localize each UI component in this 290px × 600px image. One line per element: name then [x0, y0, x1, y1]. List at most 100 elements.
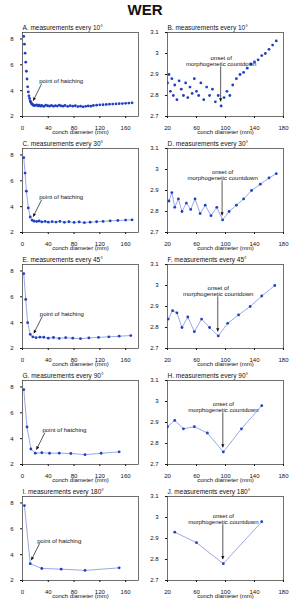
svg-text:6: 6: [10, 410, 14, 416]
svg-text:2.9: 2.9: [150, 419, 159, 425]
svg-text:E. measurements every 45°: E. measurements every 45°: [23, 256, 104, 264]
svg-text:3.1: 3.1: [150, 261, 159, 267]
svg-text:3.1: 3.1: [150, 377, 159, 383]
svg-text:3: 3: [155, 514, 159, 520]
svg-text:conch diameter (mm): conch diameter (mm): [197, 477, 254, 483]
svg-text:2.9: 2.9: [150, 535, 159, 541]
svg-text:2: 2: [10, 229, 14, 235]
svg-text:conch diameter (mm): conch diameter (mm): [52, 129, 109, 135]
svg-text:4: 4: [10, 320, 14, 326]
svg-text:3.1: 3.1: [150, 145, 159, 151]
svg-text:conch diameter (mm): conch diameter (mm): [52, 477, 109, 483]
svg-text:160: 160: [121, 125, 132, 131]
svg-text:A. measurements every 10°: A. measurements every 10°: [23, 24, 104, 32]
svg-text:onset ofmorphogenetic countdow: onset ofmorphogenetic countdown: [187, 169, 257, 181]
svg-text:8: 8: [10, 36, 14, 42]
svg-text:B. measurements every 10°: B. measurements every 10°: [168, 24, 249, 32]
svg-text:20: 20: [164, 357, 171, 363]
svg-text:point of hatching: point of hatching: [40, 311, 84, 317]
svg-text:2.7: 2.7: [150, 229, 159, 235]
svg-text:0: 0: [21, 125, 25, 131]
svg-text:160: 160: [121, 589, 132, 595]
svg-text:H. measurements every 90°: H. measurements every 90°: [168, 372, 249, 380]
svg-text:4: 4: [10, 552, 14, 558]
svg-text:2.8: 2.8: [150, 92, 159, 98]
svg-text:point of hatching: point of hatching: [37, 538, 81, 544]
svg-text:40: 40: [45, 241, 52, 247]
svg-text:0: 0: [21, 357, 25, 363]
svg-text:conch diameter (mm): conch diameter (mm): [197, 245, 254, 251]
svg-text:G. measurements every 90°: G. measurements every 90°: [23, 372, 104, 380]
svg-text:2.9: 2.9: [150, 303, 159, 309]
svg-text:160: 160: [121, 473, 132, 479]
svg-text:4: 4: [10, 88, 14, 94]
svg-text:180: 180: [278, 357, 289, 363]
svg-text:40: 40: [45, 357, 52, 363]
svg-text:20: 20: [164, 473, 171, 479]
svg-text:40: 40: [45, 589, 52, 595]
svg-text:2.8: 2.8: [150, 208, 159, 214]
svg-text:2.9: 2.9: [150, 187, 159, 193]
svg-text:4: 4: [10, 436, 14, 442]
svg-text:8: 8: [10, 268, 14, 274]
svg-text:20: 20: [164, 241, 171, 247]
svg-text:conch diameter (mm): conch diameter (mm): [52, 593, 109, 599]
svg-text:180: 180: [278, 589, 289, 595]
svg-text:20: 20: [164, 125, 171, 131]
svg-text:6: 6: [10, 178, 14, 184]
svg-text:conch diameter (mm): conch diameter (mm): [197, 129, 254, 135]
svg-text:2.8: 2.8: [150, 324, 159, 330]
svg-text:180: 180: [278, 241, 289, 247]
svg-text:J. measurements every 180°: J. measurements every 180°: [168, 488, 251, 496]
svg-text:onset ofmorphogenetic countdow: onset ofmorphogenetic countdown: [188, 401, 258, 413]
svg-text:2: 2: [10, 577, 14, 583]
svg-text:0: 0: [21, 589, 25, 595]
svg-text:2.7: 2.7: [150, 345, 159, 351]
svg-text:3: 3: [155, 50, 159, 56]
svg-text:onset ofmorphogenetic countdow: onset ofmorphogenetic countdown: [188, 513, 258, 525]
svg-text:F. measurements every 45°: F. measurements every 45°: [168, 256, 248, 264]
svg-text:4: 4: [10, 204, 14, 210]
svg-text:8: 8: [10, 152, 14, 158]
svg-text:2: 2: [10, 345, 14, 351]
svg-text:conch diameter (mm): conch diameter (mm): [52, 245, 109, 251]
svg-text:conch diameter (mm): conch diameter (mm): [52, 361, 109, 367]
svg-text:2.8: 2.8: [150, 556, 159, 562]
svg-text:2.7: 2.7: [150, 113, 159, 119]
svg-text:conch diameter (mm): conch diameter (mm): [197, 361, 254, 367]
svg-text:conch diameter (mm): conch diameter (mm): [197, 593, 254, 599]
svg-text:40: 40: [45, 125, 52, 131]
svg-text:2.9: 2.9: [150, 71, 159, 77]
svg-text:3.1: 3.1: [150, 29, 159, 35]
svg-text:point of hatching: point of hatching: [39, 78, 83, 84]
svg-text:3: 3: [155, 166, 159, 172]
svg-text:6: 6: [10, 526, 14, 532]
svg-text:20: 20: [164, 589, 171, 595]
svg-text:2.7: 2.7: [150, 577, 159, 583]
svg-text:point of hatching: point of hatching: [42, 427, 86, 433]
svg-text:160: 160: [121, 241, 132, 247]
svg-text:180: 180: [278, 125, 289, 131]
svg-text:onset ofmorphogenetic countdow: onset ofmorphogenetic countdown: [186, 55, 256, 67]
svg-text:C. measurements every 30°: C. measurements every 30°: [23, 140, 104, 148]
svg-text:40: 40: [45, 473, 52, 479]
svg-text:160: 160: [121, 357, 132, 363]
svg-text:3: 3: [155, 398, 159, 404]
svg-text:180: 180: [278, 473, 289, 479]
svg-text:0: 0: [21, 473, 25, 479]
svg-text:D. measurements every 30°: D. measurements every 30°: [168, 140, 249, 148]
svg-text:6: 6: [10, 62, 14, 68]
svg-text:8: 8: [10, 384, 14, 390]
svg-text:2: 2: [10, 113, 14, 119]
svg-text:3.1: 3.1: [150, 493, 159, 499]
svg-text:0: 0: [21, 241, 25, 247]
svg-text:2.8: 2.8: [150, 440, 159, 446]
svg-text:I. measurements every 180°: I. measurements every 180°: [23, 488, 105, 496]
svg-text:6: 6: [10, 294, 14, 300]
svg-text:8: 8: [10, 500, 14, 506]
svg-text:onset ofmorphogenetic countdow: onset ofmorphogenetic countdown: [183, 285, 253, 297]
svg-text:3: 3: [155, 282, 159, 288]
svg-text:2.7: 2.7: [150, 461, 159, 467]
svg-text:point of hatching: point of hatching: [39, 194, 83, 200]
svg-text:2: 2: [10, 461, 14, 467]
